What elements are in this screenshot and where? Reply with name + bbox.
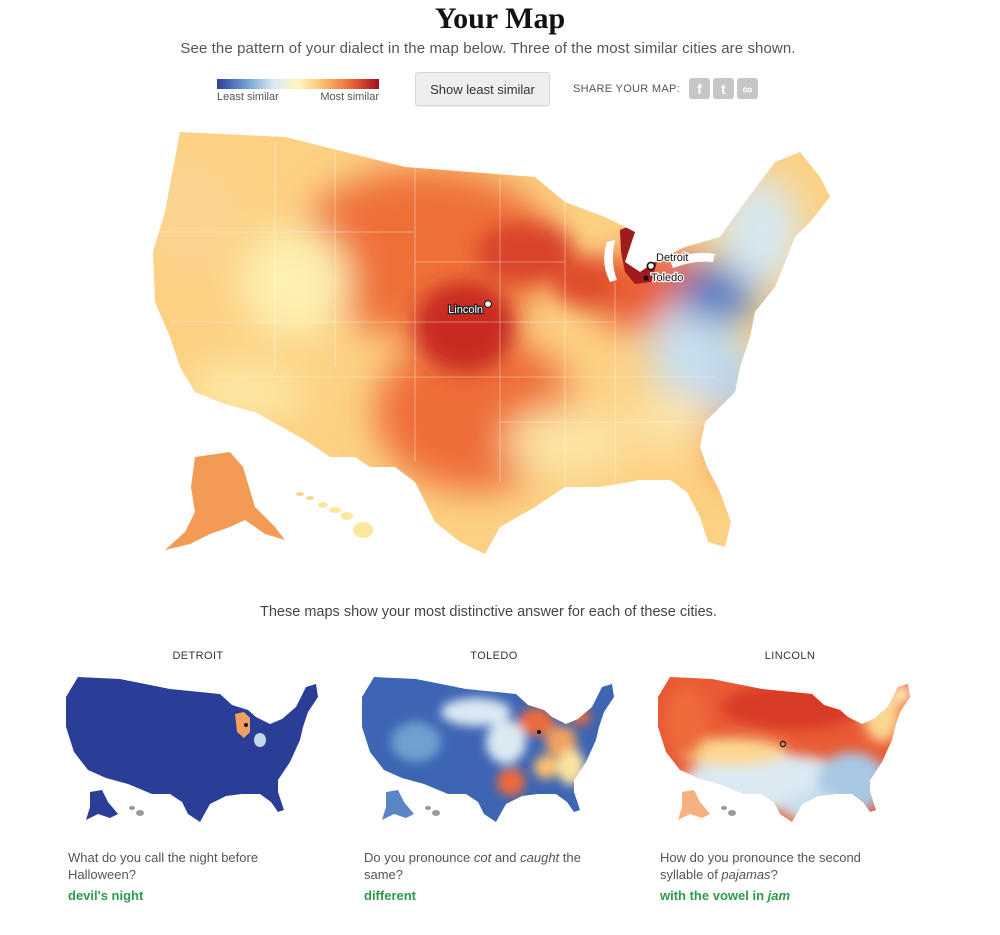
- city-map-detroit: DETROIT What do you call the night befor…: [66, 650, 328, 903]
- state-borders: [155, 142, 715, 487]
- caption-text: These maps show your most distinctive an…: [260, 604, 717, 620]
- alaska-shape: [165, 452, 285, 550]
- city-map-lincoln: LINCOLN How do you pronounce: [658, 650, 920, 903]
- answer-lincoln: with the vowel in jam: [660, 888, 791, 903]
- answer-toledo: different: [364, 888, 416, 903]
- legend-gradient: [217, 79, 379, 89]
- city-map-title: DETROIT: [172, 650, 224, 662]
- page-title: Your Map: [434, 2, 566, 35]
- legend-least-label: Least similar: [217, 91, 279, 103]
- link-share-icon[interactable]: ∞: [737, 78, 758, 99]
- question-lincoln: How do you pronounce the second syllable…: [660, 850, 861, 882]
- svg-text:Detroit: Detroit: [656, 252, 688, 264]
- city-marker-toledo: Toledo: [643, 271, 685, 285]
- city-marker-detroit: Detroit: [646, 251, 690, 271]
- city-marker-lincoln: Lincoln: [447, 300, 493, 317]
- detroit-answer-map: [66, 677, 318, 822]
- svg-text:Lincoln: Lincoln: [448, 304, 483, 316]
- city-map-title: LINCOLN: [764, 650, 816, 662]
- answer-detroit: devil's night: [68, 888, 144, 903]
- svg-text:Toledo: Toledo: [651, 272, 683, 284]
- hawaii-shape: [318, 502, 373, 538]
- facebook-share-icon[interactable]: f: [689, 78, 710, 99]
- lincoln-answer-map: [658, 677, 910, 822]
- share-label: SHARE YOUR MAP:: [573, 82, 680, 95]
- twitter-share-icon[interactable]: t: [713, 78, 734, 99]
- dialect-similarity-map: Detroit Toledo Lincoln: [153, 132, 830, 554]
- legend-most-label: Most similar: [320, 91, 379, 103]
- color-legend: Least similar Most similar: [217, 79, 379, 103]
- city-map-toledo: TOLEDO Do you pronou: [362, 650, 624, 903]
- question-toledo: Do you pronounce cot and caught the same…: [364, 850, 581, 882]
- toledo-answer-map: [362, 677, 614, 822]
- question-detroit: What do you call the night before Hallow…: [68, 850, 259, 882]
- city-map-title: TOLEDO: [470, 650, 518, 662]
- page-subtitle: See the pattern of your dialect in the m…: [180, 40, 796, 57]
- share-bar: SHARE YOUR MAP: f t ∞: [573, 78, 758, 99]
- show-least-similar-button[interactable]: Show least similar: [415, 72, 550, 106]
